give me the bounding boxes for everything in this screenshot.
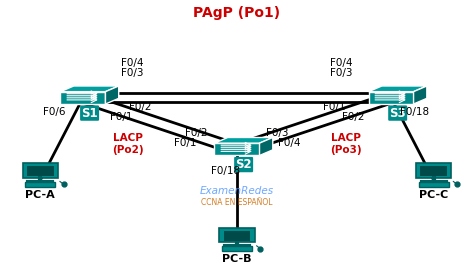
Polygon shape [214, 143, 259, 156]
Text: F0/2: F0/2 [185, 127, 208, 138]
Polygon shape [416, 164, 451, 178]
Polygon shape [61, 92, 105, 104]
Text: S2: S2 [235, 158, 252, 171]
Text: PC-B: PC-B [222, 254, 252, 264]
Text: F0/3: F0/3 [266, 127, 289, 138]
Text: F0/3: F0/3 [121, 68, 144, 78]
Polygon shape [27, 166, 54, 176]
Text: F0/2: F0/2 [342, 112, 365, 122]
Text: ExamenRedes: ExamenRedes [200, 186, 274, 196]
Text: S3: S3 [389, 107, 406, 120]
Polygon shape [259, 138, 273, 156]
Polygon shape [419, 182, 449, 187]
Text: S1: S1 [81, 107, 98, 120]
Text: CCNA EN ESPAÑOL: CCNA EN ESPAÑOL [201, 198, 273, 207]
Polygon shape [61, 86, 118, 92]
Polygon shape [420, 166, 447, 176]
Polygon shape [23, 164, 58, 178]
Text: F0/18: F0/18 [210, 166, 240, 176]
Polygon shape [219, 228, 255, 242]
Text: F0/6: F0/6 [43, 107, 66, 117]
Text: F0/4: F0/4 [121, 58, 144, 68]
Text: PC-C: PC-C [419, 190, 448, 200]
Text: F0/4: F0/4 [330, 58, 353, 68]
Text: F0/1: F0/1 [173, 138, 196, 148]
Polygon shape [368, 86, 427, 92]
Text: F0/3: F0/3 [330, 68, 353, 78]
Text: F0/2: F0/2 [128, 102, 151, 112]
Polygon shape [413, 86, 427, 104]
Polygon shape [222, 246, 252, 251]
Polygon shape [105, 86, 118, 104]
Text: LACP
(Po2): LACP (Po2) [112, 133, 144, 155]
Polygon shape [224, 231, 250, 241]
Text: PAgP (Po1): PAgP (Po1) [193, 6, 281, 20]
Text: F0/4: F0/4 [278, 138, 301, 148]
Text: PC-A: PC-A [26, 190, 55, 200]
Text: LACP
(Po3): LACP (Po3) [330, 133, 362, 155]
Polygon shape [368, 92, 413, 104]
Text: F0/18: F0/18 [400, 107, 429, 117]
Polygon shape [25, 182, 55, 187]
Text: F0/1: F0/1 [109, 112, 132, 122]
Polygon shape [214, 138, 273, 143]
Text: F0/1: F0/1 [323, 102, 346, 112]
